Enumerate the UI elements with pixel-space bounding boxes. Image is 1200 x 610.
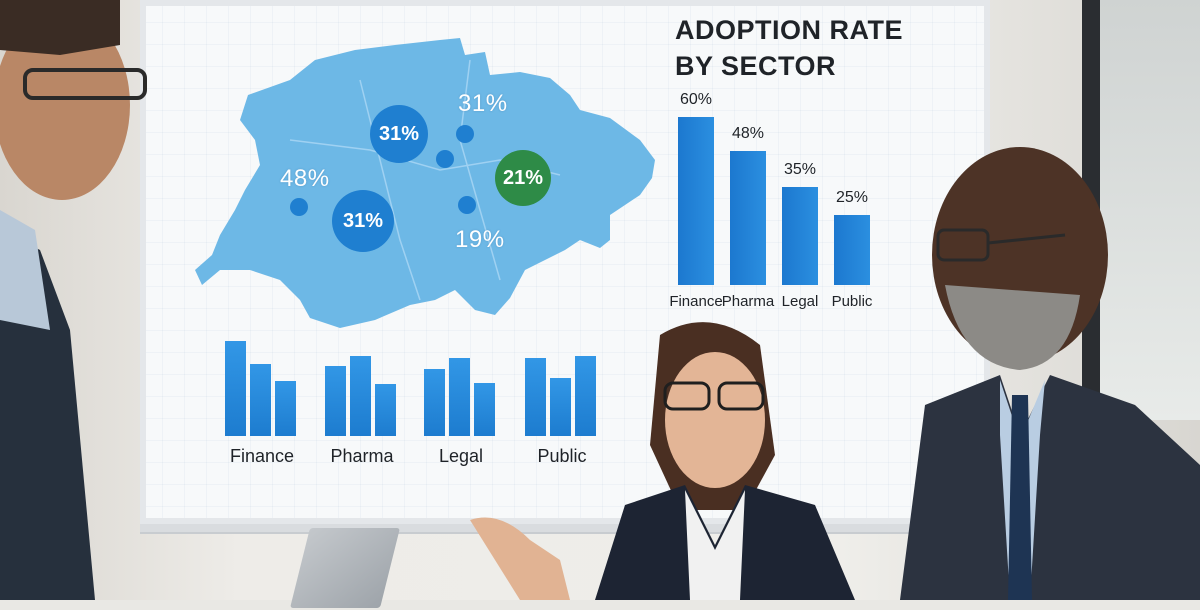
bar-pharma bbox=[730, 150, 766, 285]
bar-value-label: 48% bbox=[731, 124, 765, 142]
hand bbox=[0, 490, 180, 610]
bar-public bbox=[834, 215, 870, 285]
bar-value-label: 35% bbox=[783, 161, 817, 178]
mini-bar bbox=[474, 383, 495, 436]
mini-bar bbox=[550, 378, 571, 436]
bar-category-label: Public bbox=[831, 293, 873, 310]
map-label: 19% bbox=[455, 226, 505, 253]
mini-bar bbox=[350, 356, 371, 436]
map-dot bbox=[436, 150, 454, 168]
bar-category-label: Legal bbox=[781, 293, 819, 310]
chart-title: ADOPTION RATE BY SECTOR bbox=[675, 12, 903, 84]
person-center bbox=[595, 322, 855, 600]
mini-bar bbox=[250, 364, 271, 436]
bar-legal bbox=[782, 187, 818, 285]
hand bbox=[470, 517, 570, 600]
mini-bar bbox=[449, 358, 470, 436]
map-bubble: 21% bbox=[495, 150, 551, 206]
map-label: 31% bbox=[458, 90, 508, 117]
map-dot bbox=[458, 196, 476, 214]
mini-bar bbox=[225, 341, 246, 436]
map-border-line bbox=[359, 79, 421, 301]
mini-bar-label: Pharma bbox=[330, 446, 394, 466]
map-bubble: 31% bbox=[332, 190, 394, 252]
map-dot bbox=[456, 125, 474, 143]
mini-bar bbox=[325, 366, 346, 436]
map-border-line bbox=[459, 59, 501, 281]
mini-bar-label: Legal bbox=[438, 446, 484, 466]
mini-bar bbox=[575, 356, 596, 436]
bar-value-label: 60% bbox=[679, 91, 713, 108]
map-shape bbox=[195, 38, 655, 328]
person-right bbox=[900, 147, 1200, 600]
bar-finance bbox=[678, 117, 714, 285]
chart-title-line: BY SECTOR bbox=[675, 51, 837, 81]
map-bubble: 31% bbox=[370, 105, 428, 163]
chart-title-line: ADOPTION RATE bbox=[675, 15, 903, 45]
map-label: 48% bbox=[280, 165, 330, 192]
mini-bar bbox=[375, 384, 396, 436]
mini-bar-label: Public bbox=[537, 446, 587, 466]
mini-bar bbox=[275, 381, 296, 436]
person-left bbox=[0, 0, 147, 600]
bar-category-label: Finance bbox=[669, 293, 723, 310]
mini-bar bbox=[525, 358, 546, 436]
bar-category-label: Pharma bbox=[721, 293, 775, 310]
map-dot bbox=[290, 198, 308, 216]
mini-bar bbox=[424, 369, 445, 436]
mini-bar-label: Finance bbox=[229, 446, 295, 466]
bar-value-label: 25% bbox=[835, 189, 869, 206]
